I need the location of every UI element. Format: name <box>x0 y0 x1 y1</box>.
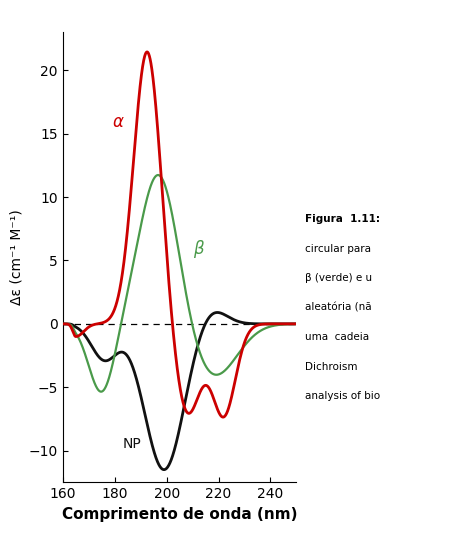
Text: circular para: circular para <box>305 244 371 254</box>
Text: analysis of bio: analysis of bio <box>305 391 380 401</box>
Text: β: β <box>193 240 203 258</box>
Text: α: α <box>112 113 123 131</box>
Y-axis label: Δε (cm⁻¹ M⁻¹): Δε (cm⁻¹ M⁻¹) <box>9 210 23 305</box>
Text: Dichroism: Dichroism <box>305 362 358 372</box>
Text: aleatória (nã: aleatória (nã <box>305 303 372 313</box>
Text: Figura  1.11:: Figura 1.11: <box>305 214 380 225</box>
Text: uma  cadeia: uma cadeia <box>305 332 370 343</box>
Text: β (verde) e u: β (verde) e u <box>305 273 372 284</box>
X-axis label: Comprimento de onda (nm): Comprimento de onda (nm) <box>62 507 297 522</box>
Text: NP: NP <box>123 437 141 451</box>
